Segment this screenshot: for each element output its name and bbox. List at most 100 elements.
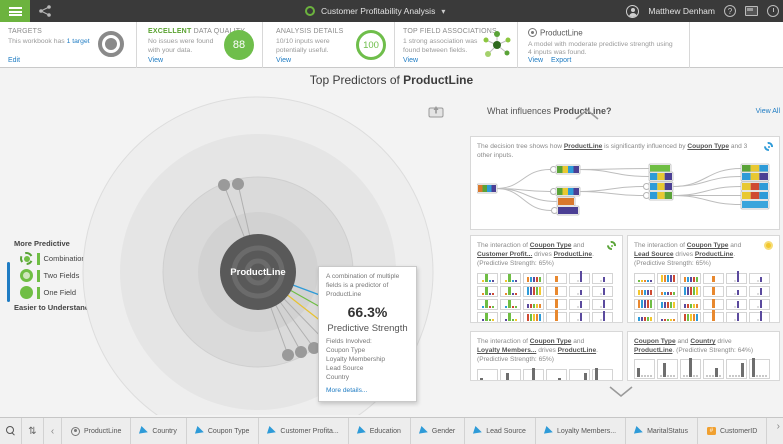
interaction-card[interactable]: The interaction of Coupon Type and Custo…: [470, 235, 623, 323]
model-panel[interactable]: ProductLine A model with moderate predic…: [520, 22, 690, 68]
mini-bar-chart: [500, 311, 521, 322]
mini-bar-chart: [523, 298, 544, 310]
mini-bar-chart: [546, 368, 567, 380]
share-icon[interactable]: [38, 4, 52, 18]
predictor-dot-gray[interactable]: [218, 179, 230, 191]
tooltip-field: Loyalty Membership: [326, 356, 386, 364]
mini-bar-chart: [500, 285, 521, 297]
target-bullseye-icon: [98, 31, 124, 57]
fields-involved-label: Fields Involved:: [326, 338, 372, 346]
search-button[interactable]: [0, 418, 22, 444]
tabs-scroll-right[interactable]: ›: [777, 421, 780, 432]
card-text-part: ProductLine: [634, 347, 673, 355]
tabs-scroll-left[interactable]: ‹: [44, 418, 62, 444]
category-flag-icon: [139, 425, 150, 437]
interaction-card[interactable]: The interaction of Coupon Type and Loyal…: [470, 331, 623, 381]
field-tab[interactable]: Country: [131, 418, 187, 444]
predictor-dot-gray[interactable]: [308, 342, 320, 354]
field-tab-label: Gender: [431, 427, 456, 435]
field-tab[interactable]: Lead Source: [465, 418, 536, 444]
mini-bar-chart: [703, 285, 724, 297]
data-quality-panel[interactable]: EXCELLENT DATA QUALITY No issues were fo…: [140, 22, 263, 68]
mini-bar-chart: [680, 358, 701, 380]
scroll-indicator[interactable]: [7, 262, 10, 302]
target-node[interactable]: [220, 234, 296, 310]
network-icon: [483, 31, 511, 57]
quality-body: No issues were found with your data.: [148, 38, 214, 54]
field-tab[interactable]: Customer Profita...: [259, 418, 349, 444]
field-tab[interactable]: Education: [349, 418, 411, 444]
field-tab[interactable]: # CustomerID: [698, 418, 768, 444]
mini-bar-chart: [680, 285, 701, 297]
associations-view-link[interactable]: View: [403, 57, 419, 64]
field-tab[interactable]: MaritalStatus: [626, 418, 698, 444]
card-text-part: ProductLine: [694, 251, 734, 259]
field-tab[interactable]: Loyalty Members...: [536, 418, 627, 444]
mini-bar-chart: [523, 272, 544, 284]
mini-bar-chart: [500, 298, 521, 310]
quality-view-link[interactable]: View: [148, 57, 164, 64]
card-text-part: and: [571, 242, 585, 249]
legend-top-label: More Predictive: [14, 239, 70, 248]
mini-bar-chart: [523, 285, 544, 297]
mini-bar-chart: [680, 298, 701, 310]
view-all-link[interactable]: View All: [755, 108, 780, 115]
card-text-part: . (Predictive Strength: 65%): [477, 251, 594, 268]
legend-item-label: Two Fields: [43, 271, 80, 280]
workbook-title-menu[interactable]: Customer Profitability Analysis ▾: [305, 0, 445, 22]
display-icon[interactable]: [745, 6, 758, 16]
mini-chart-grid: [634, 358, 773, 380]
mini-bar-chart: [477, 285, 498, 297]
two-fields-icon: [20, 269, 33, 282]
workbook-icon: [305, 6, 315, 16]
main-canvas: Top Predictors of ProductLine More Predi…: [0, 68, 783, 417]
model-export-link[interactable]: Export: [551, 57, 572, 64]
card-text-part: . (Predictive Strength: 64%): [672, 347, 754, 355]
legend-item: One Field: [20, 286, 89, 299]
model-view-link[interactable]: View: [528, 57, 544, 64]
mini-bar-chart: [546, 285, 567, 297]
field-tab[interactable]: Coupon Type: [187, 418, 260, 444]
mini-bar-chart: [749, 272, 770, 284]
targets-edit-link[interactable]: Edit: [8, 57, 21, 64]
card-text-part: drives: [536, 347, 558, 355]
clock-icon[interactable]: [767, 5, 779, 17]
card-text-part: The interaction of: [477, 242, 530, 249]
mini-bar-chart: [749, 298, 770, 310]
mini-bar-chart: [634, 285, 655, 297]
associations-panel[interactable]: TOP FIELD ASSOCIATIONS 1 strong associat…: [395, 22, 518, 68]
target-icon: [528, 28, 537, 37]
card-text-part: and: [571, 338, 585, 345]
analysis-details-panel[interactable]: ANALYSIS DETAILS 10/10 inputs were poten…: [268, 22, 395, 68]
menu-button[interactable]: [0, 0, 30, 22]
mini-bar-chart: [592, 298, 613, 310]
predictor-dot-gray[interactable]: [282, 349, 294, 361]
mini-bar-chart: [749, 311, 770, 322]
tooltip-description: A combination of multiple fields is a pr…: [326, 273, 400, 298]
decision-tree-card[interactable]: The decision tree shows how ProductLine …: [470, 136, 780, 230]
more-details-link[interactable]: More details...: [326, 386, 368, 394]
snapshot-icon[interactable]: [428, 104, 444, 118]
category-flag-icon: [634, 425, 645, 437]
analysis-view-link[interactable]: View: [276, 57, 292, 64]
card-text-part: and 3 other inputs.: [477, 143, 748, 160]
interaction-card[interactable]: The interaction of Coupon Type and Lead …: [627, 235, 780, 323]
target-count-link[interactable]: 1 target: [66, 38, 90, 45]
id-icon: #: [706, 427, 716, 435]
predictor-dot-gray[interactable]: [232, 178, 244, 190]
user-avatar-icon[interactable]: [626, 4, 640, 18]
mini-bar-chart: [703, 298, 724, 310]
predictive-strength-label: Predictive Strength: [327, 322, 408, 334]
field-tab[interactable]: ProductLine: [62, 418, 132, 444]
scroll-chevron-down[interactable]: [608, 385, 634, 398]
interaction-card[interactable]: Coupon Type and Country drive ProductLin…: [627, 331, 780, 381]
sort-button[interactable]: ⇅: [22, 418, 44, 444]
tooltip-field: Lead Source: [326, 365, 364, 373]
predictor-dot-gray[interactable]: [295, 346, 307, 358]
collapse-chevron-up[interactable]: [574, 108, 600, 121]
target-icon: [71, 426, 80, 436]
field-tab-label: MaritalStatus: [647, 427, 688, 435]
targets-panel[interactable]: TARGETS This workbook has 1 target Edit: [0, 22, 137, 68]
field-tab[interactable]: Gender: [411, 418, 466, 444]
help-button[interactable]: ?: [724, 5, 736, 17]
